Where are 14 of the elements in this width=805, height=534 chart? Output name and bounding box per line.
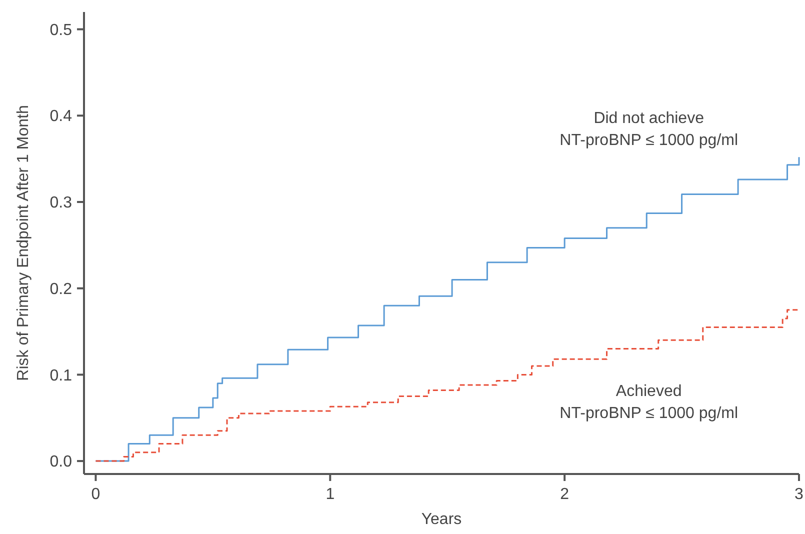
y-tick-label: 0.2 (50, 280, 72, 298)
x-tick-label: 1 (326, 486, 335, 503)
series-label: Achieved NT-proBNP ≤ 1000 pg/ml (560, 382, 738, 422)
x-tick-label: 2 (560, 486, 570, 503)
y-axis-title: Risk of Primary Endpoint After 1 Month (15, 105, 32, 381)
y-tick-label: 0.3 (50, 194, 72, 212)
x-axis-title: Years (421, 511, 462, 528)
y-tick-label: 0.5 (50, 22, 72, 39)
y-tick-label: 0.1 (50, 367, 72, 384)
x-tick-label: 3 (794, 486, 804, 503)
y-tick-label: 0.0 (50, 454, 72, 471)
y-tick-label: 0.4 (50, 108, 72, 126)
series-label: Did not achieve NT-proBNP ≤ 1000 pg/ml (560, 110, 738, 150)
x-tick-label: 0 (91, 486, 100, 503)
